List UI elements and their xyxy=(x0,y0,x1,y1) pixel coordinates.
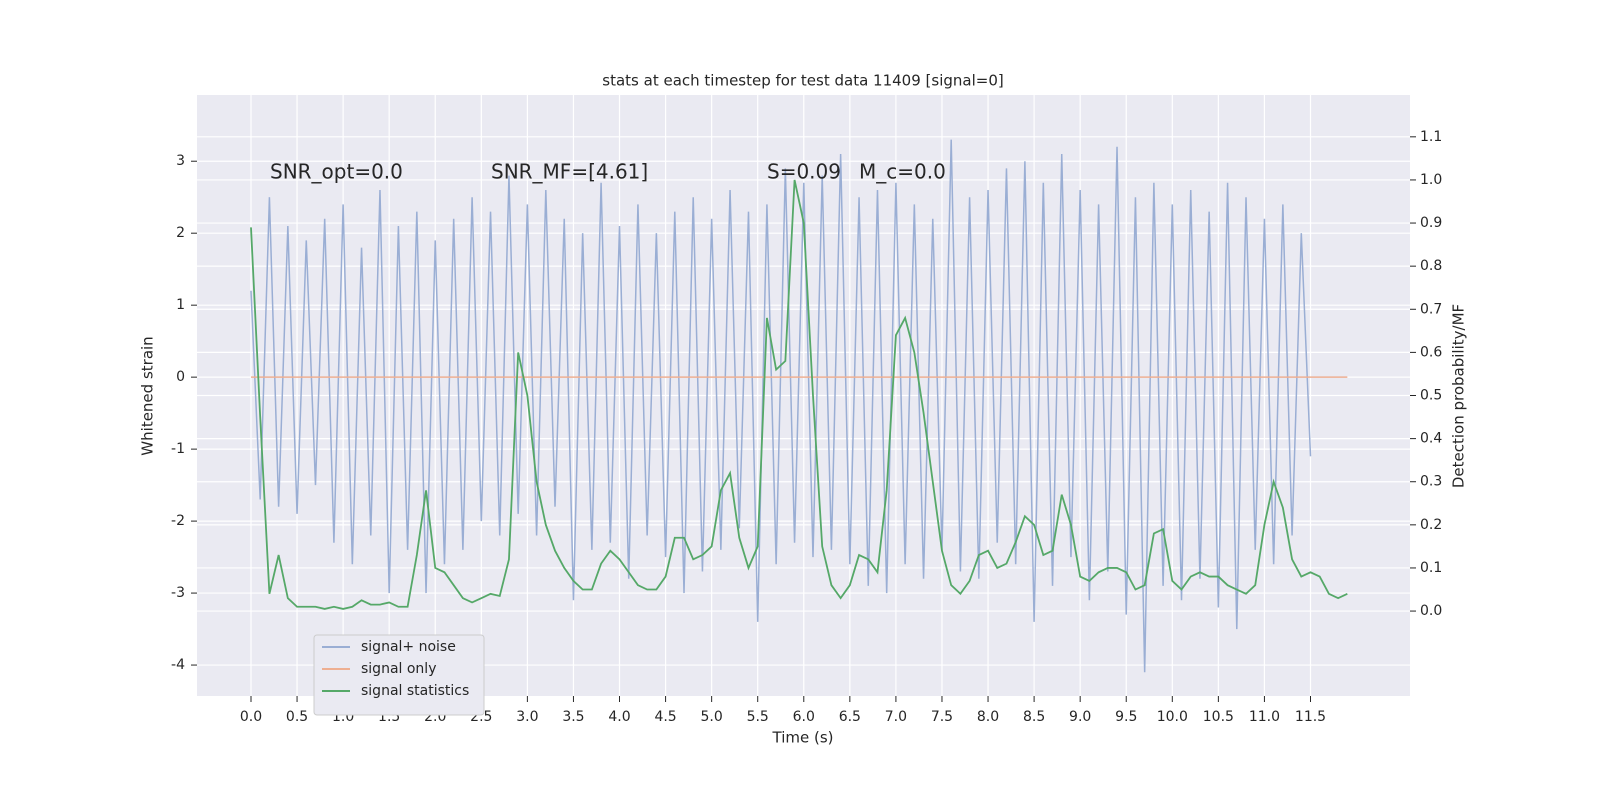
x-tick-label: 3.5 xyxy=(562,709,584,725)
labels: 0.0 0.5 1.0 1.5 2.0 2.5 3.0 3.5 4.0 4.5 5.0 5.5 6.0 6… xyxy=(171,129,1442,725)
x-tick-label: 9.5 xyxy=(1115,709,1137,725)
y2-tick-label: 0.6 xyxy=(1420,344,1442,360)
x-axis-label: Time (s) xyxy=(772,729,834,747)
y2-tick-label: 0.4 xyxy=(1420,431,1442,447)
annotation: SNR_opt=0.0 xyxy=(270,160,403,184)
x-tick-label: 4.5 xyxy=(654,709,676,725)
legend-box xyxy=(313,634,485,716)
x-tick-label: 3.0 xyxy=(516,709,538,725)
y2-tick-label: 0.9 xyxy=(1420,215,1442,231)
legend-label: signal statistics xyxy=(361,683,469,699)
y-tick-label: -4 xyxy=(171,657,185,673)
y-tick-label: -2 xyxy=(171,513,185,529)
x-tick-label: 9.0 xyxy=(1069,709,1091,725)
y-tick-label: 2 xyxy=(176,225,185,241)
y2-tick-label: 0.2 xyxy=(1420,517,1442,533)
x-tick-label: 5.0 xyxy=(701,709,723,725)
x-tick-label: 10.0 xyxy=(1157,709,1188,725)
y-tick-label: 3 xyxy=(176,153,185,169)
x-tick-label: 6.5 xyxy=(839,709,861,725)
y-axis-label: Whitened strain xyxy=(139,336,157,455)
y-tick-label: -3 xyxy=(171,585,185,601)
y2-axis-label: Detection probability/MF xyxy=(1450,304,1468,488)
x-tick-label: 7.0 xyxy=(885,709,907,725)
y-tick-label: -1 xyxy=(171,441,185,457)
y2-tick-label: 0.1 xyxy=(1420,560,1442,576)
annotation: S=0.09 xyxy=(767,160,841,184)
legend-label: signal only xyxy=(361,661,436,677)
x-tick-label: 11.5 xyxy=(1295,709,1326,725)
y2-tick-label: 0.7 xyxy=(1420,301,1442,317)
y-tick-label: 0 xyxy=(176,369,185,385)
y2-tick-label: 1.0 xyxy=(1420,172,1442,188)
y2-tick-label: 0.3 xyxy=(1420,474,1442,490)
y2-tick-label: 0.8 xyxy=(1420,258,1442,274)
x-tick-label: 8.5 xyxy=(1023,709,1045,725)
x-tick-label: 4.0 xyxy=(608,709,630,725)
series-line xyxy=(250,179,1348,610)
y2-tick-label: 0.0 xyxy=(1420,603,1442,619)
annotation: M_c=0.0 xyxy=(859,160,946,184)
x-tick-label: 0.5 xyxy=(286,709,308,725)
y-tick-label: 1 xyxy=(176,297,185,313)
legend-label: signal+ noise xyxy=(361,639,456,655)
x-tick-label: 10.5 xyxy=(1203,709,1234,725)
x-tick-label: 11.0 xyxy=(1249,709,1280,725)
x-tick-label: 7.5 xyxy=(931,709,953,725)
x-tick-label: 6.0 xyxy=(793,709,815,725)
annotation: SNR_MF=[4.61] xyxy=(491,160,648,184)
y2-tick-label: 1.1 xyxy=(1420,129,1442,145)
x-tick-label: 5.5 xyxy=(747,709,769,725)
marks xyxy=(250,139,1348,673)
y2-tick-label: 0.5 xyxy=(1420,388,1442,404)
x-tick-label: 8.0 xyxy=(977,709,999,725)
x-tick-label: 0.0 xyxy=(240,709,262,725)
chart-title: stats at each timestep for test data 114… xyxy=(602,72,1003,90)
